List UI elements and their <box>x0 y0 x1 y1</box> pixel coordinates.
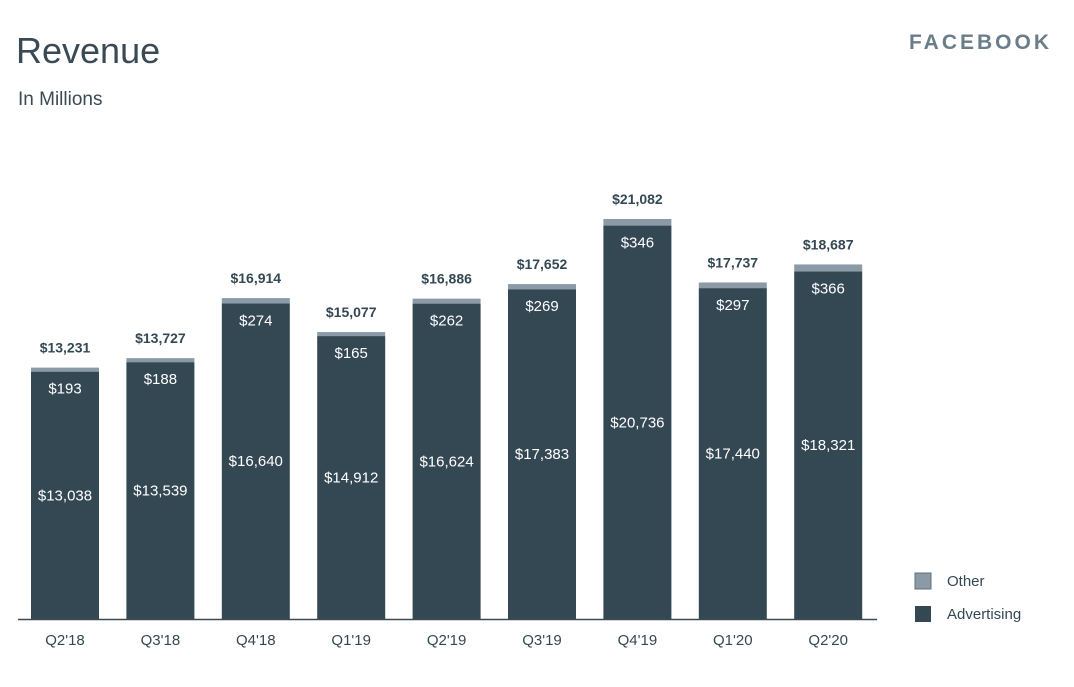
other-value-label: $346 <box>621 235 654 252</box>
x-tick-label: Q3'19 <box>522 632 562 649</box>
bar-advertising <box>508 289 576 619</box>
bar-other <box>412 298 481 304</box>
advertising-value-label: $20,736 <box>610 414 664 431</box>
total-label: $15,077 <box>326 304 377 320</box>
x-tick-label: Q1'19 <box>331 632 371 649</box>
other-value-label: $165 <box>335 345 368 362</box>
advertising-value-label: $18,321 <box>801 437 855 454</box>
bar-other <box>221 298 290 304</box>
chart-title: Revenue <box>16 30 161 71</box>
advertising-value-label: $16,624 <box>419 453 473 470</box>
bar-advertising <box>31 371 99 619</box>
bar-advertising <box>221 303 290 619</box>
x-tick-label: Q2'20 <box>808 632 848 649</box>
bar-other <box>31 367 99 372</box>
total-label: $18,687 <box>803 236 854 252</box>
legend-label-advertising: Advertising <box>947 606 1021 623</box>
advertising-value-label: $17,440 <box>706 446 760 463</box>
other-value-label: $262 <box>430 313 463 330</box>
advertising-value-label: $14,912 <box>324 470 378 487</box>
bar-other <box>794 264 863 272</box>
bar-other <box>126 358 195 363</box>
total-label: $17,737 <box>707 254 758 270</box>
x-tick-label: Q2'19 <box>427 632 467 649</box>
bar-advertising <box>126 362 195 619</box>
advertising-value-label: $13,539 <box>133 483 187 500</box>
total-label: $17,652 <box>517 256 568 272</box>
other-value-label: $188 <box>144 371 177 388</box>
total-label: $16,914 <box>230 270 281 286</box>
brand-logo: FACEBOOK <box>908 31 1052 54</box>
bar-advertising <box>603 225 672 620</box>
bar-other <box>698 282 767 289</box>
legend-swatch-other <box>914 572 932 590</box>
bar-other <box>508 284 576 290</box>
total-label: $13,231 <box>40 340 91 356</box>
legend-label-other: Other <box>947 573 985 590</box>
bar-other <box>603 219 672 226</box>
x-tick-label: Q4'18 <box>236 632 276 649</box>
x-tick-label: Q1'20 <box>713 632 753 649</box>
x-tick-label: Q3'18 <box>141 632 181 649</box>
bar-advertising <box>412 303 481 619</box>
chart-subtitle: In Millions <box>18 89 103 110</box>
bar-advertising <box>794 271 863 619</box>
total-label: $13,727 <box>135 330 186 346</box>
other-value-label: $193 <box>48 381 81 398</box>
advertising-value-label: $16,640 <box>229 453 283 470</box>
legend-swatch-advertising <box>915 606 931 622</box>
total-label: $16,886 <box>421 271 472 287</box>
advertising-value-label: $17,383 <box>515 446 569 463</box>
bar-other <box>317 332 386 337</box>
other-value-label: $297 <box>716 297 749 314</box>
x-tick-label: Q2'18 <box>45 632 85 649</box>
x-tick-label: Q4'19 <box>618 632 658 649</box>
other-value-label: $274 <box>239 312 272 329</box>
other-value-label: $366 <box>812 280 845 297</box>
bar-advertising <box>317 336 386 619</box>
total-label: $21,082 <box>612 191 663 207</box>
bar-advertising <box>698 288 767 619</box>
advertising-value-label: $13,038 <box>38 487 92 504</box>
other-value-label: $269 <box>525 298 558 315</box>
